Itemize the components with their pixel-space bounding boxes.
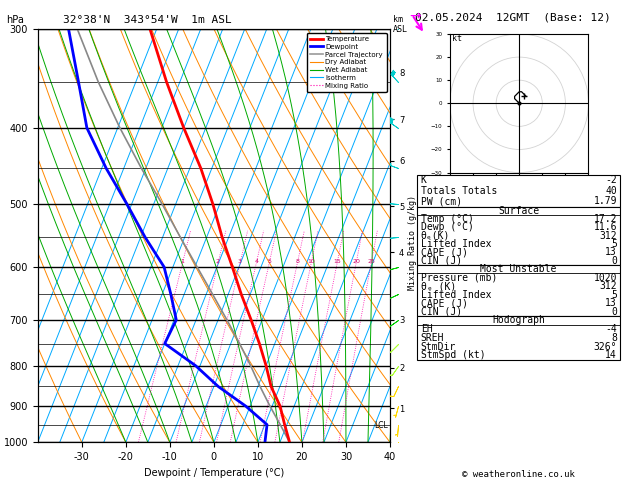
Text: km
ASL: km ASL — [393, 15, 408, 34]
X-axis label: Dewpoint / Temperature (°C): Dewpoint / Temperature (°C) — [144, 468, 284, 478]
Text: StmSpd (kt): StmSpd (kt) — [421, 350, 486, 360]
Text: θₑ(K): θₑ(K) — [421, 231, 450, 241]
Text: 20: 20 — [352, 259, 360, 263]
Text: 10: 10 — [307, 259, 315, 263]
Text: 312: 312 — [599, 231, 617, 241]
Text: 3: 3 — [238, 259, 242, 263]
Text: 0: 0 — [611, 256, 617, 266]
Text: 5: 5 — [611, 239, 617, 249]
Text: CIN (J): CIN (J) — [421, 256, 462, 266]
Text: 02.05.2024  12GMT  (Base: 12): 02.05.2024 12GMT (Base: 12) — [415, 12, 611, 22]
Text: 14: 14 — [605, 350, 617, 360]
Text: hPa: hPa — [6, 15, 24, 25]
Text: SREH: SREH — [421, 333, 444, 343]
Text: -2: -2 — [605, 175, 617, 185]
Text: CIN (J): CIN (J) — [421, 307, 462, 317]
Text: Lifted Index: Lifted Index — [421, 290, 491, 300]
Text: EH: EH — [421, 324, 433, 334]
Text: © weatheronline.co.uk: © weatheronline.co.uk — [462, 469, 575, 479]
Text: 25: 25 — [367, 259, 375, 263]
Text: 0: 0 — [611, 307, 617, 317]
Text: CAPE (J): CAPE (J) — [421, 298, 468, 308]
Text: Dewp (°C): Dewp (°C) — [421, 223, 474, 232]
Text: 17.2: 17.2 — [594, 214, 617, 224]
Text: K: K — [421, 175, 426, 185]
Text: θₑ (K): θₑ (K) — [421, 281, 456, 291]
Text: StmDir: StmDir — [421, 342, 456, 351]
Text: 40: 40 — [605, 186, 617, 196]
Text: PW (cm): PW (cm) — [421, 196, 462, 206]
Text: 13: 13 — [605, 247, 617, 258]
Text: LCL: LCL — [374, 421, 388, 430]
Text: kt: kt — [452, 34, 462, 43]
Text: Lifted Index: Lifted Index — [421, 239, 491, 249]
Text: Pressure (mb): Pressure (mb) — [421, 273, 497, 283]
Text: 2: 2 — [216, 259, 220, 263]
Text: Temp (°C): Temp (°C) — [421, 214, 474, 224]
Text: 13: 13 — [605, 298, 617, 308]
Text: Most Unstable: Most Unstable — [481, 264, 557, 274]
Text: CAPE (J): CAPE (J) — [421, 247, 468, 258]
Text: -4: -4 — [605, 324, 617, 334]
Text: 312: 312 — [599, 281, 617, 291]
Text: 5: 5 — [611, 290, 617, 300]
Text: 326°: 326° — [594, 342, 617, 351]
Text: 5: 5 — [267, 259, 271, 263]
Text: 1.79: 1.79 — [594, 196, 617, 206]
Text: 15: 15 — [333, 259, 341, 263]
Text: →: → — [409, 10, 420, 23]
Legend: Temperature, Dewpoint, Parcel Trajectory, Dry Adiabat, Wet Adiabat, Isotherm, Mi: Temperature, Dewpoint, Parcel Trajectory… — [307, 33, 386, 92]
Text: Mixing Ratio (g/kg): Mixing Ratio (g/kg) — [408, 195, 416, 291]
Text: 1020: 1020 — [594, 273, 617, 283]
Text: 8: 8 — [611, 333, 617, 343]
Text: 4: 4 — [254, 259, 258, 263]
Text: Surface: Surface — [498, 206, 539, 216]
Text: 1: 1 — [181, 259, 184, 263]
Text: 32°38'N  343°54'W  1m ASL: 32°38'N 343°54'W 1m ASL — [63, 15, 231, 25]
Text: Totals Totals: Totals Totals — [421, 186, 497, 196]
Text: 8: 8 — [296, 259, 299, 263]
Text: 11.6: 11.6 — [594, 223, 617, 232]
Text: Hodograph: Hodograph — [492, 315, 545, 325]
